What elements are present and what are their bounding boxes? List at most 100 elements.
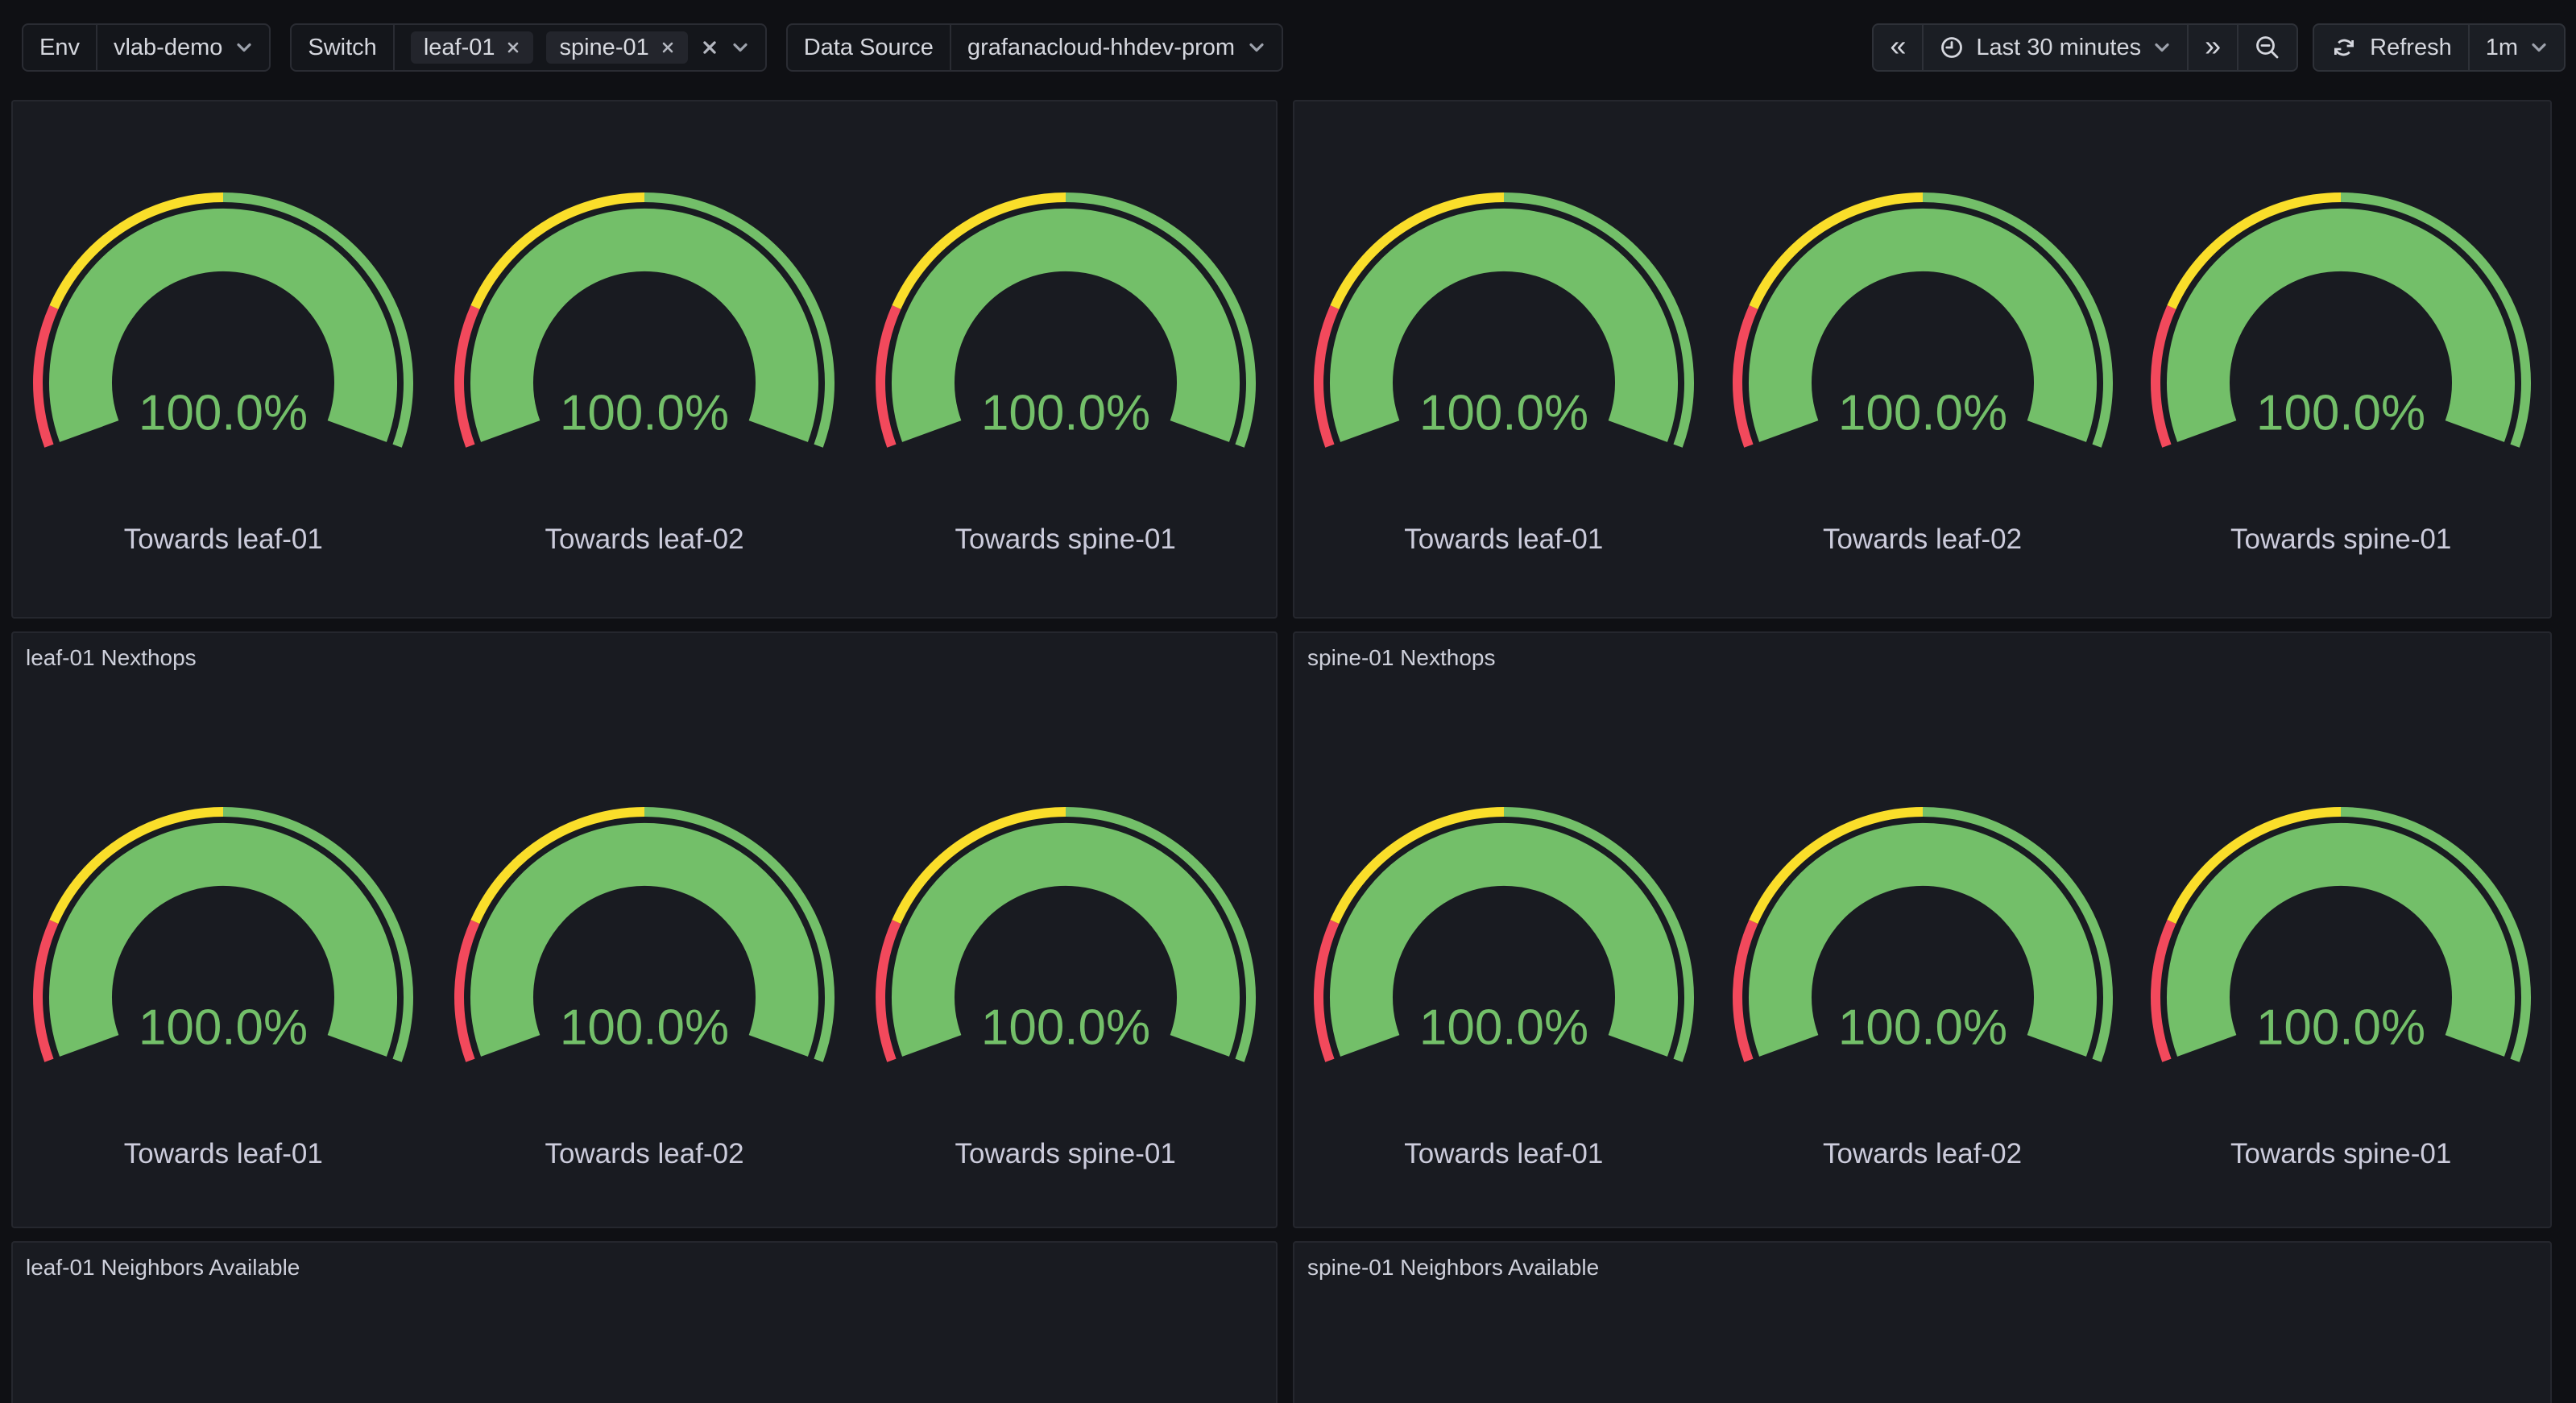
gauge-cell: 100.0% Towards leaf-01 — [13, 189, 434, 557]
refresh-interval: 1m — [2485, 34, 2518, 60]
gauge-value-text: 100.0% — [560, 386, 729, 441]
time-range-label: Last 30 minutes — [1976, 34, 2142, 60]
gauge-value-arc — [49, 208, 398, 442]
switch-value-dropdown[interactable]: leaf-01 spine-01 — [395, 25, 765, 70]
gauge: 100.0% — [2151, 807, 2532, 1062]
close-icon[interactable] — [661, 40, 675, 55]
gauge-caption: Towards leaf-02 — [545, 524, 744, 555]
gauge-value-text: 100.0% — [2256, 1000, 2425, 1056]
refresh-button[interactable]: Refresh — [2314, 25, 2468, 70]
panel-title[interactable]: leaf-01 Nexthops — [26, 645, 197, 670]
threshold-band-segment — [644, 807, 835, 1062]
threshold-band-segment — [33, 920, 59, 1062]
time-shift-forward-button[interactable]: » — [2187, 25, 2237, 70]
gauge-value-arc — [49, 822, 398, 1057]
time-range-picker[interactable]: Last 30 minutes — [1922, 25, 2187, 70]
threshold-band-segment — [33, 305, 59, 448]
switch-tag: leaf-01 — [410, 31, 534, 64]
gauge-caption: Towards spine-01 — [2230, 524, 2452, 555]
chevron-down-icon — [2155, 43, 2169, 52]
threshold-band-segment — [1922, 807, 2113, 1062]
gauge: 100.0% — [875, 192, 1256, 448]
gauge-value-arc — [470, 208, 818, 442]
gauge-cell: 100.0% Towards leaf-01 — [13, 804, 434, 1171]
threshold-band-segment — [1330, 807, 1504, 924]
gauge-value-arc — [2167, 822, 2516, 1057]
panel-leaf-01-nexthops: leaf-01 Nexthops 100.0% Towards leaf-01 … — [11, 631, 1278, 1228]
threshold-band-segment — [470, 807, 645, 924]
threshold-band-segment — [1330, 192, 1504, 309]
threshold-band-segment — [1503, 807, 1694, 1062]
threshold-band-segment — [454, 305, 480, 448]
gauge-cell: 100.0% Towards leaf-01 — [1294, 804, 1713, 1171]
env-value: vlab-demo — [113, 34, 223, 60]
panel-title[interactable]: spine-01 Neighbors Available — [1307, 1255, 1600, 1280]
threshold-band-segment — [1313, 305, 1340, 448]
gauge-cell: 100.0% Towards spine-01 — [2131, 189, 2550, 557]
chevron-down-icon[interactable] — [731, 42, 749, 53]
datasource-label: Data Source — [788, 25, 951, 70]
gauge-row: 100.0% Towards leaf-01 100.0% Towards le… — [1294, 189, 2550, 557]
clear-all-icon[interactable] — [701, 39, 719, 56]
threshold-band-segment — [1732, 305, 1758, 448]
threshold-band-segment — [470, 192, 645, 309]
gauge-caption: Towards spine-01 — [2230, 1138, 2452, 1169]
threshold-band-segment — [223, 192, 414, 448]
gauge-value-arc — [1748, 822, 2097, 1057]
dashboard-toolbar: Env vlab-demo Switch leaf-01 spine-01 — [22, 23, 2566, 72]
refresh-label: Refresh — [2370, 34, 2452, 60]
panel-spine-01-neighbors-available: spine-01 Neighbors Available — [1293, 1241, 2552, 1403]
gauge-value-arc — [470, 822, 818, 1057]
gauge-value-arc — [1329, 822, 1678, 1057]
gauge-row: 100.0% Towards leaf-01 100.0% Towards le… — [13, 804, 1276, 1171]
threshold-band-segment — [1748, 807, 1923, 924]
gauge-value-arc — [1748, 208, 2097, 442]
gauge-cell: 100.0% Towards leaf-02 — [1713, 189, 2132, 557]
gauge: 100.0% — [454, 807, 835, 1062]
gauge-caption: Towards leaf-01 — [123, 1138, 323, 1169]
gauge-value-arc — [1329, 208, 1678, 442]
threshold-band-segment — [2151, 920, 2176, 1062]
gauge: 100.0% — [1313, 807, 1694, 1062]
gauge-caption: Towards spine-01 — [955, 1138, 1176, 1169]
threshold-band-segment — [454, 920, 480, 1062]
threshold-band-segment — [49, 192, 224, 309]
gauge-caption: Towards leaf-01 — [1404, 524, 1604, 555]
threshold-band-segment — [892, 192, 1066, 309]
gauge-caption: Towards leaf-02 — [1822, 1138, 2023, 1169]
gauge: 100.0% — [33, 192, 414, 448]
refresh-group: Refresh 1m — [2313, 23, 2566, 72]
time-shift-back-button[interactable]: « — [1874, 25, 1922, 70]
gauge-cell: 100.0% Towards leaf-02 — [1713, 804, 2132, 1171]
zoom-out-button[interactable] — [2237, 25, 2296, 70]
gauge: 100.0% — [33, 807, 414, 1062]
gauge-caption: Towards leaf-02 — [1822, 524, 2023, 555]
threshold-band-segment — [2151, 305, 2176, 448]
zoom-out-icon — [2256, 36, 2279, 59]
gauge-cell: 100.0% Towards spine-01 — [855, 189, 1276, 557]
gauge-caption: Towards leaf-01 — [123, 524, 323, 555]
chevron-down-icon — [2532, 43, 2546, 52]
switch-tag: spine-01 — [546, 31, 688, 64]
datasource-value-dropdown[interactable]: grafanacloud-hhdev-prom — [951, 25, 1282, 70]
gauge-value-arc — [2167, 208, 2516, 442]
datasource-variable: Data Source grafanacloud-hhdev-prom — [785, 23, 1284, 72]
panel-title[interactable]: spine-01 Nexthops — [1307, 645, 1496, 670]
switch-label: Switch — [292, 25, 395, 70]
gauge: 100.0% — [1732, 192, 2113, 448]
gauge-value-text: 100.0% — [981, 386, 1150, 441]
env-value-dropdown[interactable]: vlab-demo — [97, 25, 269, 70]
gauge-value-text: 100.0% — [560, 1000, 729, 1056]
threshold-band-segment — [875, 305, 901, 448]
env-label: Env — [23, 25, 97, 70]
threshold-band-segment — [2341, 807, 2532, 1062]
panel-leaf-01-neighbors-available: leaf-01 Neighbors Available — [11, 1241, 1278, 1403]
close-icon[interactable] — [506, 40, 520, 55]
gauge-value-text: 100.0% — [139, 1000, 308, 1056]
panel-title[interactable]: leaf-01 Neighbors Available — [26, 1255, 300, 1280]
variables-bar: Env vlab-demo Switch leaf-01 spine-01 — [22, 23, 1284, 72]
panel-spine-01-nexthops: spine-01 Nexthops 100.0% Towards leaf-01… — [1293, 631, 2552, 1228]
threshold-band-segment — [2341, 192, 2532, 448]
refresh-interval-dropdown[interactable]: 1m — [2467, 25, 2564, 70]
gauge-caption: Towards leaf-01 — [1404, 1138, 1604, 1169]
